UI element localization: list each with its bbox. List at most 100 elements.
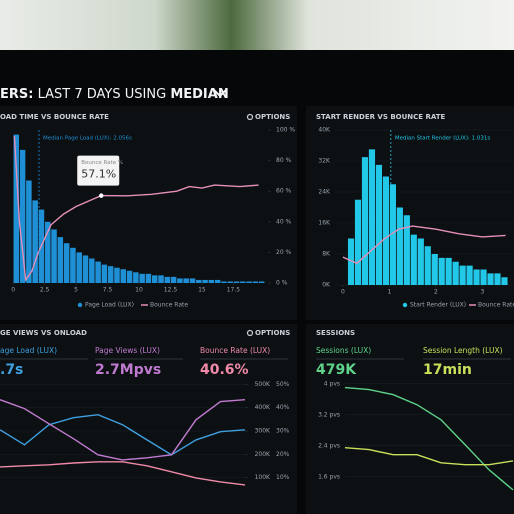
bar [32,200,38,283]
line [0,399,246,461]
bar [13,134,20,283]
legend-swatch [402,302,408,308]
y2-tick-label: 30% [276,428,290,435]
y-tick-label: 16K [318,220,331,227]
bar [70,247,76,283]
bar [368,149,376,285]
bar [120,269,127,283]
tooltip-point [99,193,104,198]
bar [177,278,183,283]
background-blur [0,0,514,55]
x-tick-label: 10 [135,287,143,294]
y2-tick-label: 100 % [276,127,295,134]
y-tick-label: 40K [318,127,331,134]
y2-tick-label: 40 % [276,218,292,225]
gear-icon [246,329,254,337]
bar [473,269,480,285]
bar [45,221,51,283]
bar [76,252,82,283]
y-tick-label: 400K [255,404,271,411]
y-tick-label: 3.2 pvs [318,411,340,418]
header-part: ERS: [0,87,33,102]
stat-value: 2.7Mpvs [95,362,161,378]
x-tick-label: 17.5 [227,287,241,294]
bar [221,281,227,283]
options-button[interactable]: OPTIONS [255,113,290,121]
legend-label: Bounce Rate [478,302,514,309]
bar [89,258,95,283]
bar [151,275,158,283]
bar [354,199,362,285]
y2-tick-label: 20% [276,451,290,458]
bar [396,207,403,285]
legend-label: Start Render (LUX) [410,302,466,309]
dropdown-chevron [213,89,227,98]
x-tick-label: 1 [387,289,391,296]
tooltip-value: 57.1% [81,168,116,181]
bar [240,281,246,283]
bar [452,261,459,285]
stat-value: .7s [0,362,23,378]
y2-tick-label: 0 % [276,280,288,287]
gear-icon [246,113,254,121]
bar [459,265,466,285]
y2-tick-label: 40% [276,404,290,411]
bar [445,257,452,285]
line [344,447,514,466]
y-tick-label: 500K [255,381,271,388]
y-tick-label: 1.6 pvs [318,473,340,480]
bar [196,279,202,283]
bar [189,278,196,283]
panel [306,324,514,514]
panel [0,106,297,320]
x-tick-label: 12.5 [164,287,178,294]
bar [375,164,383,285]
stat-value: 17min [423,362,472,378]
bar [51,229,57,283]
options-button[interactable]: OPTIONS [255,329,290,337]
chart-title: GE VIEWS VS ONLOAD [0,329,87,337]
bar [252,281,259,283]
bar [202,279,208,283]
x-tick-label: 0 [11,287,15,294]
line [0,461,246,486]
x-tick-label: 0 [341,289,345,296]
bar [480,269,487,285]
x-tick-label: 7.5 [103,287,113,294]
x-tick-label: 5 [74,287,78,294]
stat-value: 40.6% [200,362,249,378]
header-part: MEDIAN [170,87,228,102]
bar [82,255,89,283]
bar [107,266,114,283]
y2-tick-label: 80 % [276,157,292,164]
y-tick-label: 32K [318,158,331,165]
chart-title: OAD TIME VS BOUNCE RATE [0,113,109,121]
chart-title: START RENDER VS BOUNCE RATE [316,113,446,121]
line [0,413,246,456]
bar [258,281,265,283]
bar [101,264,108,283]
bar [145,273,152,283]
bar [214,279,221,283]
bar [246,281,252,283]
y-tick-label: 2.4 pvs [318,442,340,449]
bar [95,261,101,283]
bar [26,180,32,283]
bar [410,234,417,285]
bar [158,275,164,283]
header-part: USING [125,87,166,102]
bar [139,273,145,283]
bar [417,238,424,285]
bar [382,176,389,285]
y-tick-label: 300K [255,428,271,435]
bar [133,272,139,283]
median-label: Median Page Load (LUX): 2.056s [43,136,132,142]
bar [466,265,473,285]
legend-label: Bounce Rate [150,302,188,309]
bar [347,238,355,285]
bar [361,157,369,285]
bar [431,254,438,285]
stat-label: Sessions (LUX) [316,346,371,355]
bar [57,237,64,283]
